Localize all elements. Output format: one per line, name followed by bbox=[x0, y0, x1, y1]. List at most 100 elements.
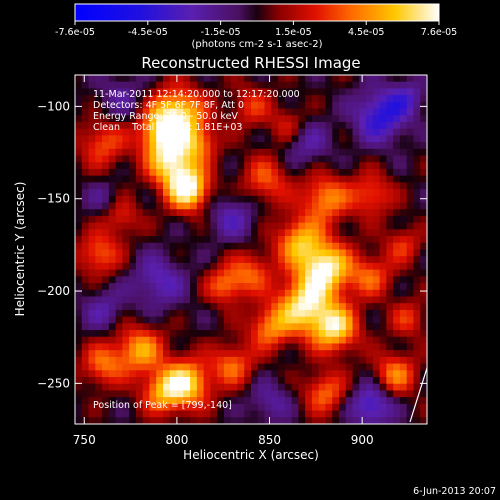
heatmap-cell bbox=[413, 330, 421, 338]
heatmap-cell bbox=[135, 283, 144, 291]
heatmap-cell bbox=[129, 276, 137, 284]
heatmap-cell bbox=[156, 142, 164, 150]
heatmap-cell bbox=[217, 215, 225, 224]
heatmap-cell bbox=[345, 410, 354, 418]
heatmap-cell bbox=[372, 209, 381, 217]
heatmap-cell bbox=[352, 330, 360, 338]
heatmap-cell bbox=[129, 236, 137, 244]
heatmap-cell bbox=[108, 262, 117, 271]
heatmap-cell bbox=[291, 283, 299, 291]
heatmap-cell bbox=[217, 81, 225, 90]
heatmap-cell bbox=[163, 417, 171, 424]
heatmap-cell bbox=[244, 236, 252, 244]
heatmap-cell bbox=[278, 316, 286, 324]
heatmap-cell bbox=[311, 283, 320, 291]
heatmap-cell bbox=[163, 95, 171, 103]
heatmap-cell bbox=[291, 289, 299, 298]
heatmap-cell bbox=[108, 256, 117, 264]
heatmap-cell bbox=[393, 370, 401, 378]
heatmap-cell bbox=[176, 162, 184, 170]
heatmap-cell bbox=[108, 403, 117, 412]
heatmap-cell bbox=[183, 242, 191, 251]
heatmap-cell bbox=[399, 356, 408, 365]
heatmap-cell bbox=[291, 108, 299, 116]
heatmap-cell bbox=[372, 88, 381, 96]
heatmap-cell bbox=[135, 316, 144, 324]
heatmap-cell bbox=[190, 142, 198, 150]
heatmap-cell bbox=[352, 269, 360, 277]
heatmap-cell bbox=[115, 276, 123, 284]
heatmap-cell bbox=[399, 363, 408, 371]
heatmap-cell bbox=[257, 155, 266, 163]
heatmap-cell bbox=[163, 323, 171, 331]
heatmap-cell bbox=[366, 202, 374, 210]
heatmap-cell bbox=[223, 202, 232, 210]
heatmap-cell bbox=[386, 148, 394, 157]
heatmap-cell bbox=[359, 115, 367, 123]
heatmap-cell bbox=[352, 309, 360, 318]
heatmap-cell bbox=[339, 262, 347, 271]
heatmap-cell bbox=[278, 343, 286, 351]
heatmap-cell bbox=[183, 101, 191, 110]
heatmap-cell bbox=[223, 296, 232, 304]
heatmap-cell bbox=[129, 249, 137, 257]
heatmap-cell bbox=[203, 350, 211, 358]
heatmap-cell bbox=[359, 108, 367, 116]
heatmap-cell bbox=[142, 81, 151, 90]
heatmap-cell bbox=[372, 363, 381, 371]
heatmap-cell bbox=[413, 269, 421, 277]
heatmap-cell bbox=[325, 283, 333, 291]
heatmap-cell bbox=[115, 397, 123, 405]
heatmap-cell bbox=[318, 397, 327, 405]
heatmap-cell bbox=[217, 135, 225, 143]
heatmap-cell bbox=[271, 303, 279, 311]
heatmap-cell bbox=[366, 215, 374, 224]
heatmap-cell bbox=[217, 390, 225, 398]
heatmap-cell bbox=[169, 363, 178, 371]
heatmap-cell bbox=[163, 121, 171, 130]
heatmap-cell bbox=[163, 175, 171, 183]
heatmap-cell bbox=[264, 148, 272, 157]
heatmap-cell bbox=[406, 390, 415, 398]
heatmap-cell bbox=[81, 343, 90, 351]
heatmap-cell bbox=[318, 289, 327, 298]
heatmap-cell bbox=[169, 209, 178, 217]
heatmap-cell bbox=[237, 289, 245, 298]
heatmap-cell bbox=[203, 162, 211, 170]
heatmap-cell bbox=[169, 417, 178, 424]
heatmap-cell bbox=[251, 269, 259, 277]
heatmap-cell bbox=[183, 236, 191, 244]
heatmap-cell bbox=[305, 350, 313, 358]
heatmap-cell bbox=[291, 323, 299, 331]
heatmap-cell bbox=[244, 229, 252, 237]
heatmap-cell bbox=[325, 316, 333, 324]
heatmap-cell bbox=[271, 236, 279, 244]
heatmap-cell bbox=[352, 168, 360, 177]
heatmap-cell bbox=[129, 121, 137, 130]
heatmap-cell bbox=[386, 417, 394, 424]
heatmap-cell bbox=[413, 350, 421, 358]
heatmap-cell bbox=[305, 108, 313, 116]
heatmap-cell bbox=[393, 195, 401, 204]
heatmap-cell bbox=[406, 142, 415, 150]
heatmap-cell bbox=[223, 370, 232, 378]
heatmap-cell bbox=[156, 262, 164, 271]
heatmap-cell bbox=[196, 296, 205, 304]
heatmap-cell bbox=[271, 309, 279, 318]
heatmap-cell bbox=[169, 88, 178, 96]
heatmap-cell bbox=[406, 81, 415, 90]
heatmap-cell bbox=[230, 209, 239, 217]
heatmap-cell bbox=[305, 121, 313, 130]
heatmap-cell bbox=[244, 195, 252, 204]
heatmap-cell bbox=[183, 81, 191, 90]
heatmap-cell bbox=[115, 363, 123, 371]
heatmap-cell bbox=[372, 95, 381, 103]
heatmap-cell bbox=[264, 108, 272, 116]
heatmap-cell bbox=[264, 303, 272, 311]
heatmap-cell bbox=[386, 108, 394, 116]
heatmap-cell bbox=[291, 215, 299, 224]
heatmap-cell bbox=[332, 142, 340, 150]
heatmap-cell bbox=[379, 182, 387, 190]
heatmap-cell bbox=[366, 383, 374, 392]
heatmap-cell bbox=[339, 108, 347, 116]
